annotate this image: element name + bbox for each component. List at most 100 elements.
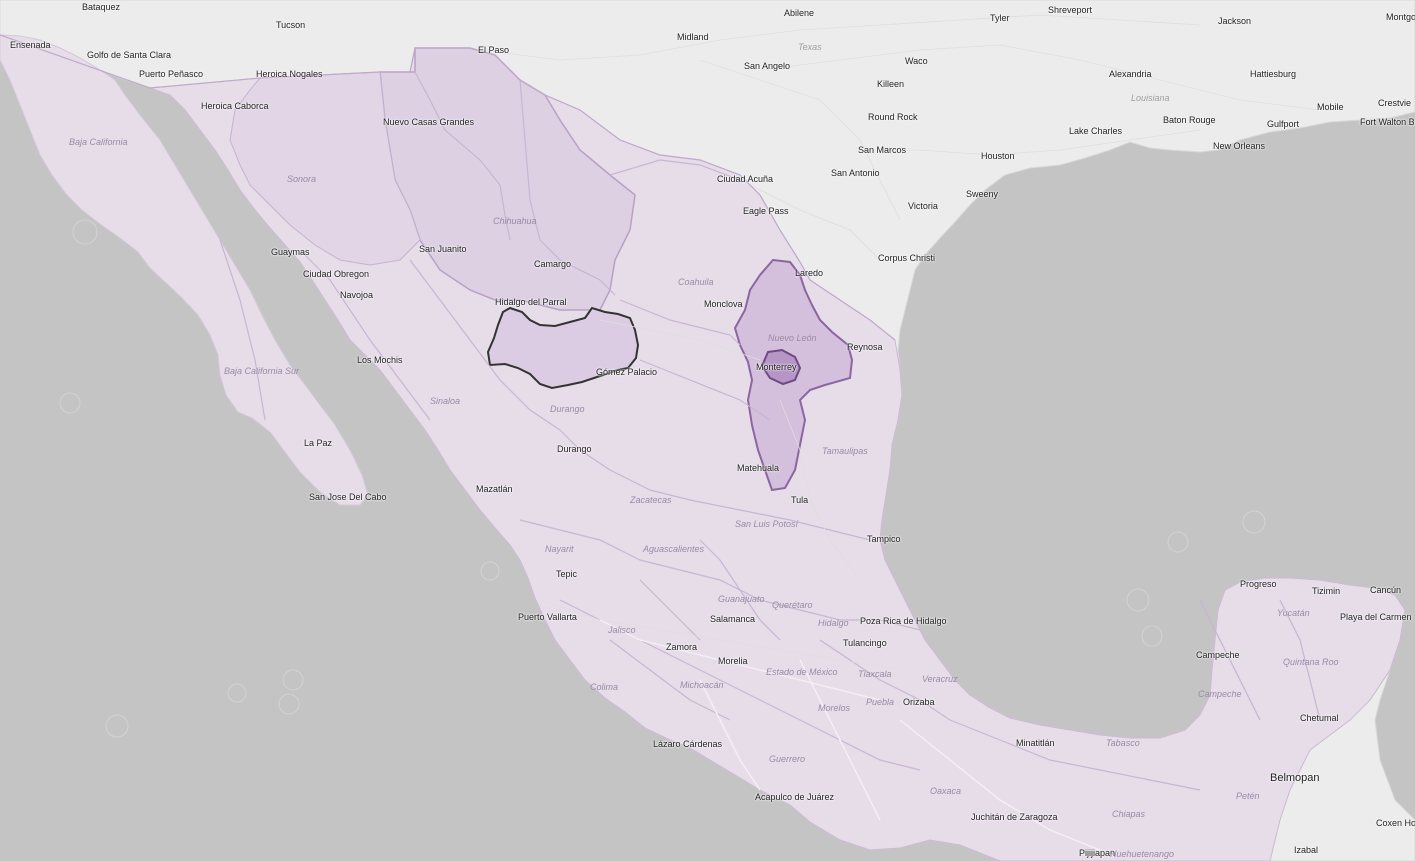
city-label-killeen: Killeen [877,79,905,89]
city-label-corpus-christi: Corpus Christi [878,253,936,263]
city-label-san-jose-cabo: San Jose Del Cabo [309,492,387,502]
city-label-gomez-palacio: Gómez Palacio [596,367,658,377]
region-sonora [229,71,421,266]
city-label-alexandria: Alexandria [1109,69,1152,79]
city-label-tulancingo: Tulancingo [843,638,887,648]
city-label-morelia: Morelia [718,656,748,666]
state-label-campeche: Campeche [1198,689,1242,699]
city-label-progreso: Progreso [1240,579,1277,589]
city-label-crestview: Crestvie [1378,98,1412,108]
city-label-midland: Midland [677,32,709,42]
city-label-new-orleans: New Orleans [1213,141,1266,151]
southern-roads [599,619,1101,851]
city-label-gulfport: Gulfport [1267,119,1300,129]
state-label-san-luis-potosi: San Luis Potosí [735,519,799,529]
city-label-baton-rouge: Baton Rouge [1163,115,1216,125]
city-label-abilene: Abilene [784,8,815,18]
state-label-oaxaca: Oaxaca [930,786,962,796]
city-label-tampico: Tampico [867,534,901,544]
state-label-michoacan: Michoacán [680,680,724,690]
islands [59,219,1266,738]
city-label-bataquez: Bataquez [82,2,121,12]
state-label-morelos: Morelos [818,703,851,713]
state-label-peten: Petén [1236,791,1260,801]
city-label-heroica-caborca: Heroica Caborca [201,101,269,111]
state-label-tabasco: Tabasco [1106,738,1140,748]
road-network [479,14,1321,671]
city-label-reynosa: Reynosa [847,342,883,352]
city-label-monclova: Monclova [704,299,743,309]
state-label-queretaro: Querétaro [772,600,813,610]
state-label-coahuila: Coahuila [678,277,714,287]
city-label-hattiesburg: Hattiesburg [1250,69,1297,79]
state-label-quintana-roo: Quintana Roo [1283,657,1339,667]
city-label-monterrey: Monterrey [756,362,797,372]
state-label-nayarit: Nayarit [545,544,574,554]
city-label-jackson: Jackson [1218,16,1252,26]
state-label-colima: Colima [590,682,619,692]
city-label-guaymas: Guaymas [271,247,310,257]
state-label-baja-california: Baja California [69,137,128,147]
city-label-tyler: Tyler [990,13,1010,23]
state-label-huehuetenango: Huehuetenango [1110,849,1175,859]
state-label-durango: Durango [550,404,585,414]
state-label-veracruz: Veracruz [922,674,958,684]
state-label-hidalgo: Hidalgo [818,618,849,628]
city-label-el-paso: El Paso [478,45,510,55]
city-label-cancun: Cancún [1370,585,1402,595]
city-label-tucson: Tucson [276,20,306,30]
state-label-baja-california-sur: Baja California Sur [224,366,300,376]
city-label-la-paz: La Paz [304,438,333,448]
state-label-chihuahua: Chihuahua [493,216,537,226]
state-label-guanajuato: Guanajuato [718,594,765,604]
city-label-camargo: Camargo [534,259,572,269]
city-label-nuevo-casas-grandes: Nuevo Casas Grandes [383,117,475,127]
state-label-louisiana: Louisiana [1131,93,1170,103]
state-label-yucatan: Yucatán [1277,608,1310,618]
city-label-salamanca: Salamanca [710,614,756,624]
city-label-sweeny: Sweeny [966,189,999,199]
state-boundaries [219,71,1321,791]
city-label-heroica-nogales: Heroica Nogales [256,69,323,79]
city-label-chetumal: Chetumal [1300,713,1339,723]
city-label-ciudad-obregon: Ciudad Obregon [303,269,370,279]
city-label-mobile: Mobile [1317,102,1344,112]
city-label-tepic: Tepic [556,569,578,579]
city-label-puerto-penasco: Puerto Peñasco [139,69,204,79]
state-label-sonora: Sonora [287,174,317,184]
state-label-puebla: Puebla [866,697,895,707]
city-label-poza-rica: Poza Rica de Hidalgo [860,616,947,626]
land-baja-california [0,34,369,506]
city-label-belmopan: Belmopan [1270,772,1320,784]
city-label-lazaro-cardenas: Lázaro Cárdenas [653,739,723,749]
city-label-san-angelo: San Angelo [744,61,791,71]
city-label-hidalgo-parral: Hidalgo del Parral [495,297,567,307]
state-label-aguascalientes: Aguascalientes [643,544,705,554]
city-label-coxen-hole: Coxen Ho [1376,818,1415,828]
state-label-texas: Texas [798,42,822,52]
city-label-san-marcos: San Marcos [858,145,907,155]
city-label-zamora: Zamora [666,642,698,652]
region-monterrey-metro [760,348,802,386]
state-label-chiapas: Chiapas [1112,809,1146,819]
city-label-acapulco: Acapulco de Juárez [755,792,835,802]
city-label-fort-walton: Fort Walton Be [1360,117,1415,127]
region-durango-highlight [486,306,640,390]
state-label-tlaxcala: Tlaxcala [858,669,892,679]
city-label-victoria: Victoria [908,201,938,211]
state-label-estado-mexico: Estado de México [766,667,838,677]
city-label-montgomery: Montgo [1386,12,1415,22]
city-label-playa-del-carmen: Playa del Carmen [1340,612,1412,622]
city-label-tizimin: Tizimin [1312,586,1341,596]
city-label-san-juanito: San Juanito [419,244,467,254]
city-label-round-rock: Round Rock [868,112,918,122]
state-label-sinaloa: Sinaloa [430,396,461,406]
city-label-ciudad-acuna: Ciudad Acuña [717,174,774,184]
state-label-tamaulipas: Tamaulipas [822,446,868,456]
city-label-puerto-vallarta: Puerto Vallarta [518,612,577,622]
city-label-izabal: Izabal [1294,845,1319,855]
state-label-nuevo-leon: Nuevo León [768,333,817,343]
city-label-waco: Waco [905,56,928,66]
